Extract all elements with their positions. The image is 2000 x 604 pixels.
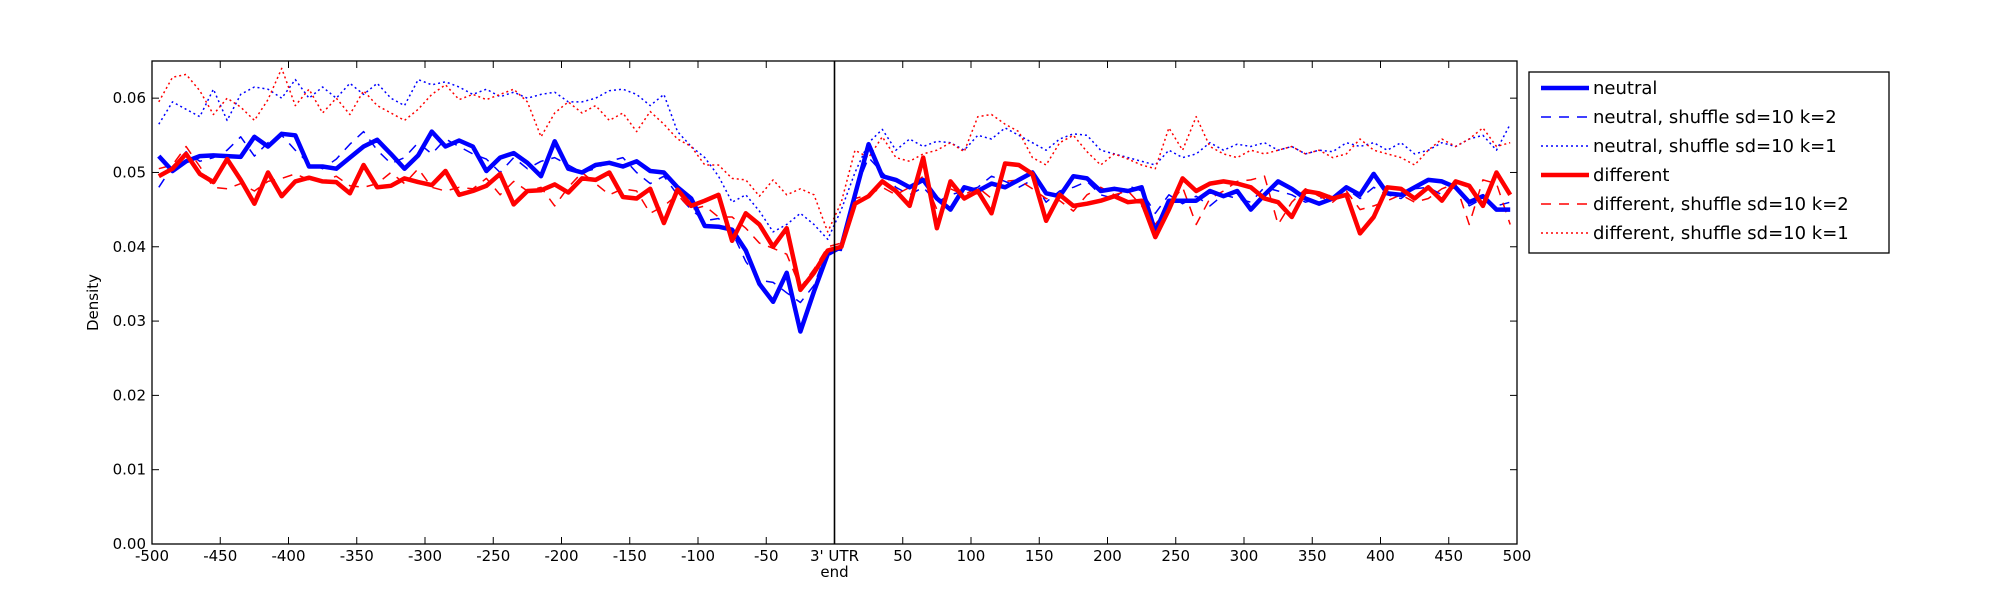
x-tick-label: 200 [1093,547,1122,565]
legend-entry: neutral, shuffle sd=10 k=1 [1593,136,1837,157]
x-tick-label: -50 [754,547,779,565]
x-tick-label: 250 [1161,547,1190,565]
legend-box [1528,71,1890,254]
x-tick-label: 50 [893,547,912,565]
x-tick-label: 350 [1298,547,1327,565]
x-tick-label: 100 [957,547,986,565]
y-tick-label: 0.02 [113,386,146,404]
series-line-different-shuffle-sd-10-k-1 [158,67,1511,233]
x-tick-label: 450 [1434,547,1463,565]
x-tick-label: -150 [613,547,647,565]
x-tick-label: -500 [135,547,169,565]
y-tick-label: 0.05 [113,163,146,181]
legend-entry: neutral, shuffle sd=10 k=2 [1593,107,1837,128]
y-tick-label: 0.04 [113,238,146,256]
x-tick-label: 300 [1230,547,1259,565]
legend-entry: different, shuffle sd=10 k=2 [1593,194,1849,215]
x-tick-label: 500 [1503,547,1532,565]
x-tick-label: -300 [408,547,442,565]
y-tick-label: 0.00 [113,535,146,553]
legend-entry: neutral [1593,78,1657,99]
y-tick-label: 0.06 [113,89,146,107]
x-tick-label: 400 [1366,547,1395,565]
x-tick-label: 150 [1025,547,1054,565]
x-tick-label: 3' UTR [810,547,859,565]
x-center-sublabel: end [820,563,848,581]
x-tick-label: -200 [544,547,578,565]
y-tick-label: 0.01 [113,461,146,479]
legend-entry: different [1593,165,1669,186]
y-tick-label: 0.03 [113,312,146,330]
x-tick-label: -350 [340,547,374,565]
legend: neutral neutral, shuffle sd=10 k=2 neutral… [1528,71,1890,254]
y-axis-label: Density [84,274,102,331]
x-tick-label: -400 [271,547,305,565]
x-tick-label: -100 [681,547,715,565]
x-tick-label: -450 [203,547,237,565]
axes: -500 -450 -400 -350 -300 -250 -200 -150 -100 -50 3… [84,60,1532,581]
legend-entry: different, shuffle sd=10 k=1 [1593,223,1849,244]
x-tick-label: -250 [476,547,510,565]
